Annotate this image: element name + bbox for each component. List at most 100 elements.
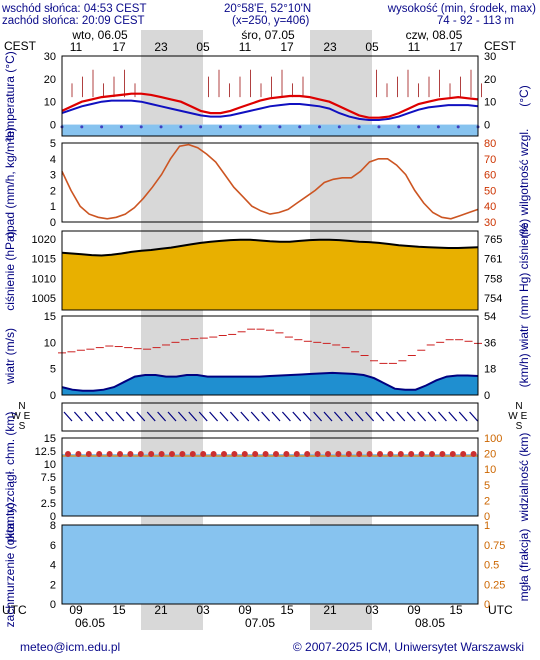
precip-tick-left: 1	[50, 201, 56, 213]
wind-direction-arrow	[354, 411, 364, 422]
cloudbase-point	[127, 451, 134, 457]
sunset-text: zachód słońca: 20:09 CEST	[2, 15, 145, 27]
top-day-label: czw, 08.05	[406, 28, 463, 42]
wind-direction-arrow	[167, 411, 177, 422]
cloudbase-point	[200, 451, 207, 457]
ground-temp-point	[199, 125, 203, 129]
top-hour-label: 17	[112, 40, 126, 54]
bottom-day-label: 07.05	[245, 616, 275, 630]
grid-point-text: (x=250, y=406)	[232, 15, 310, 27]
cloudbase-point	[356, 451, 363, 457]
cloudbase-point	[345, 451, 352, 457]
pressure-tick-left: 1020	[32, 234, 56, 246]
wind-direction-arrow	[385, 411, 395, 422]
vis-tick-right: 2	[484, 495, 490, 507]
cloudbase-point	[221, 451, 227, 457]
top-hour-label: 11	[239, 40, 252, 54]
cloudbase-point	[210, 451, 217, 457]
wind-direction-arrow	[209, 411, 219, 422]
wind-direction-arrow	[105, 411, 115, 422]
wind-direction-arrow	[125, 411, 135, 422]
below-zero-band	[62, 124, 478, 136]
panel-label-right: (%) wilgotność wzgl.	[517, 129, 531, 238]
ground-temp-point	[377, 125, 381, 129]
vis-tick-left: 2.5	[41, 498, 56, 510]
pressure-tick-right: 758	[484, 273, 502, 285]
vis-tick-right: 20	[484, 449, 496, 461]
bottom-day-label: 06.05	[75, 616, 105, 630]
wind-direction-arrow	[458, 411, 468, 422]
cloud-tick-left: 0	[50, 599, 56, 611]
vis-tick-left: 5	[50, 485, 56, 497]
wdir-s-right: S	[516, 421, 523, 432]
vis-tick-right: 0	[484, 511, 490, 523]
temp-tick-right: 0	[484, 120, 490, 132]
ground-temp-point	[397, 125, 401, 129]
ground-temp-point	[337, 125, 341, 129]
cloudbase-point	[169, 451, 175, 457]
panel-label-right: (km/h) wiatr	[517, 325, 531, 388]
temp-tick-left: 0	[50, 120, 56, 132]
wind-direction-arrow	[469, 411, 479, 422]
wind-direction-arrow	[198, 411, 208, 422]
wdir-w-left: W	[11, 411, 21, 422]
ground-temp-point	[456, 125, 460, 129]
wind-direction-arrow	[292, 411, 302, 422]
wind-direction-arrow	[417, 411, 427, 422]
cloudbase-point	[377, 451, 383, 457]
bottom-hour-label: 09	[407, 603, 421, 617]
cloudbase-point	[75, 451, 82, 457]
top-day-label: śro, 07.05	[241, 28, 295, 42]
cloudbase-point	[325, 451, 331, 457]
wdir-e-right: E	[521, 411, 528, 422]
wind-direction-arrow	[333, 411, 343, 422]
top-hour-label: 17	[280, 40, 294, 54]
cloudbase-point	[179, 451, 186, 457]
cloudbase-point	[366, 451, 373, 457]
pressure-tick-left: 1010	[32, 273, 56, 285]
fog-tick-right: 0.5	[484, 560, 499, 572]
wind-direction-arrow	[115, 411, 125, 422]
panel-label-left: pion. rozciągł. chm. (km)	[3, 412, 17, 543]
wind-direction-arrow	[437, 411, 447, 422]
panel-label-right: (mm Hg) ciśnienie	[517, 222, 531, 319]
ground-temp-point	[298, 125, 302, 129]
wind-tick-left: 0	[50, 390, 56, 402]
ground-temp-point	[318, 125, 322, 129]
cloud-tick-left: 8	[50, 520, 56, 532]
pressure-tick-right: 754	[484, 293, 502, 305]
humidity-tick-right: 30	[484, 217, 496, 229]
temp-tick-left: 10	[44, 97, 56, 109]
wind-direction-arrow	[219, 411, 229, 422]
panel-label-left: ciśnienie (hPa)	[3, 231, 17, 310]
pressure-tick-right: 761	[484, 254, 502, 266]
temperature-line	[61, 92, 479, 119]
ground-temp-point	[436, 125, 440, 129]
panel-label-left: zachmurzenie (oktanty)	[3, 503, 17, 628]
panel-frame	[61, 402, 479, 432]
cloudbase-point	[304, 451, 311, 457]
humidity-tick-right: 40	[484, 201, 496, 213]
vis-tick-right: 5	[484, 480, 490, 492]
cloud-sky-area	[62, 525, 478, 604]
cloudbase-point	[449, 451, 456, 457]
bottom-hour-label: 03	[365, 603, 379, 617]
cloudbase-point	[96, 451, 103, 457]
vis-tick-right: 10	[484, 464, 496, 476]
cloudbase-point	[85, 451, 92, 457]
precip-tick-left: 3	[50, 170, 56, 182]
precip-tick-left: 4	[50, 154, 56, 166]
fog-tick-right: 0.75	[484, 540, 505, 552]
coordinates-text: 20°58'E, 52°10'N	[224, 3, 312, 15]
cloud-tick-left: 4	[50, 560, 56, 572]
temp-tick-left: 30	[44, 51, 56, 63]
precip-tick-left: 2	[50, 185, 56, 197]
wind-direction-arrow	[84, 411, 94, 422]
wind-direction-arrow	[313, 411, 323, 422]
bottom-hour-label: 15	[449, 603, 463, 617]
cloudbase-point	[335, 451, 342, 457]
wind-direction-arrow	[136, 411, 146, 422]
ground-temp-point	[278, 125, 282, 129]
humidity-tick-right: 50	[484, 185, 496, 197]
